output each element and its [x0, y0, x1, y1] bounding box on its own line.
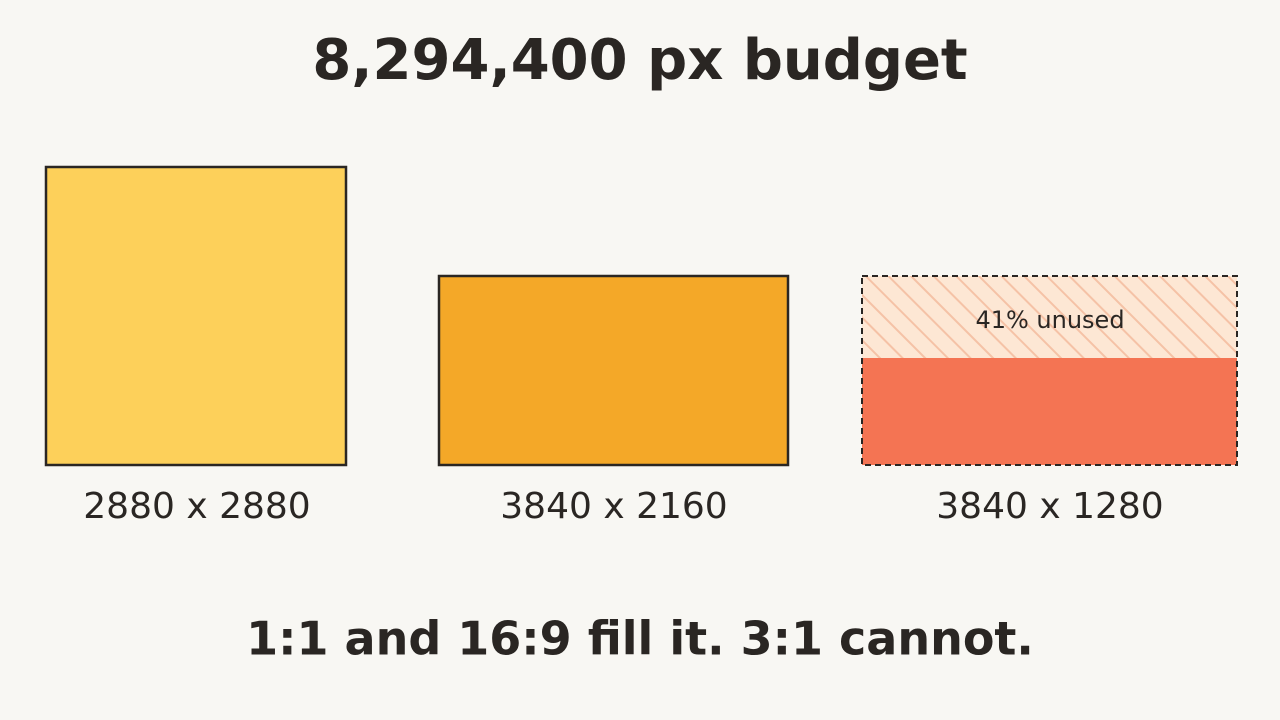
size-label: 3840 x 2160	[500, 486, 727, 527]
budget-outline	[861, 275, 1238, 466]
unused-area	[862, 276, 1237, 358]
title: 8,294,400 px budget	[312, 28, 967, 93]
size-label: 3840 x 1280	[936, 486, 1163, 527]
size-label: 2880 x 2880	[83, 486, 310, 527]
square-box	[44, 165, 348, 467]
caption: 1:1 and 16:9 fill it. 3:1 cannot.	[246, 612, 1034, 666]
unused-annotation: 41% unused	[975, 306, 1124, 334]
widescreen-box	[437, 274, 790, 467]
used-area	[862, 358, 1237, 465]
